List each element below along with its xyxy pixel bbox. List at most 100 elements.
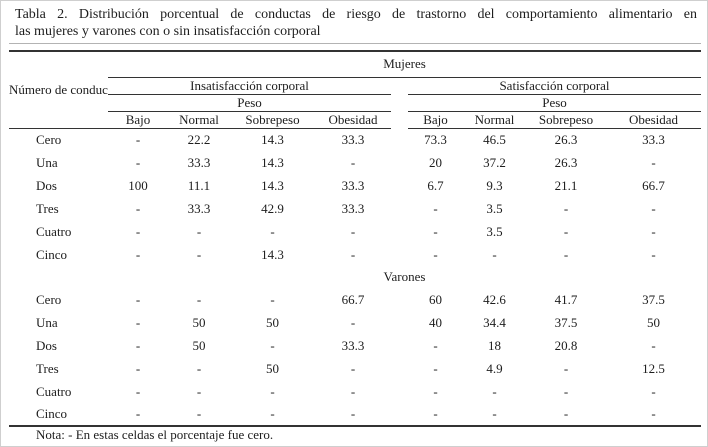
data-cell: 33.3 <box>642 131 665 147</box>
data-cell: 50 <box>647 314 660 330</box>
group-gap-spacer <box>391 77 408 94</box>
data-cell: 33.3 <box>187 200 211 216</box>
data-cell: - <box>433 223 438 239</box>
peso-header-right: Peso <box>408 94 701 112</box>
data-cell: - <box>433 337 438 353</box>
group-header-row: Insatisfacción corporal Satisfacción cor… <box>9 77 701 95</box>
table-note: Nota: - En estas celdas el porcentaje fu… <box>36 427 274 442</box>
table-title: Tabla 2. Distribución porcentual de cond… <box>15 6 697 40</box>
data-cell: - <box>270 337 275 353</box>
data-cell: - <box>433 200 438 216</box>
data-cell: - <box>168 403 230 427</box>
data-cell: 40 <box>429 314 442 330</box>
data-cell: - <box>135 200 141 216</box>
table-row: Tres - 33.3 42.9 33.3 - 3.5 - - <box>9 197 701 220</box>
table-row: Tres - - 50 - - 4.9 - 12.5 <box>9 357 701 380</box>
data-cell: 100 <box>128 177 148 193</box>
gap-cell <box>391 243 408 266</box>
col-header-bajo-right: Bajo <box>408 111 463 129</box>
col-header-normal-left: Normal <box>168 111 230 129</box>
data-cell: 3.5 <box>486 200 503 216</box>
sex-header-varones: Varones <box>383 269 426 284</box>
data-cell: - <box>651 337 656 353</box>
table-title-line2: las mujeres y varones con o sin insatisf… <box>15 24 321 39</box>
col-header-bajo-left: Bajo <box>108 111 168 129</box>
data-cell: 20 <box>429 154 442 170</box>
data-cell: 41.7 <box>554 291 578 307</box>
row-label: Tres <box>36 360 59 376</box>
data-cell: - <box>433 383 438 399</box>
data-cell: - <box>606 403 701 427</box>
distribution-table: Número de conductas Mujeres Insatisfacci… <box>9 50 701 427</box>
gap-cell <box>391 174 408 197</box>
data-cell: - <box>315 403 391 427</box>
row-label: Cero <box>36 131 62 147</box>
row-label: Una <box>36 314 58 330</box>
data-cell: - <box>350 246 356 262</box>
data-cell: - <box>230 403 315 427</box>
data-cell: - <box>350 154 356 170</box>
data-cell: 33.3 <box>341 177 365 193</box>
data-cell: - <box>651 246 656 262</box>
data-cell: - <box>196 383 202 399</box>
table-row: Dos - 50 - 33.3 - 18 20.8 - <box>9 334 701 357</box>
data-cell: 26.3 <box>554 154 578 170</box>
header-gap-spacer <box>391 111 408 128</box>
data-cell: 12.5 <box>642 360 665 376</box>
data-cell: 14.3 <box>261 131 284 147</box>
data-cell: 37.2 <box>483 154 506 170</box>
data-cell: 20.8 <box>554 337 578 353</box>
data-cell: - <box>651 154 656 170</box>
gap-cell <box>391 334 408 357</box>
data-cell: - <box>563 360 569 376</box>
data-cell: - <box>135 383 141 399</box>
gap-cell <box>391 380 408 403</box>
row-label: Tres <box>36 200 59 216</box>
gap-cell <box>391 197 408 220</box>
data-cell: - <box>196 360 202 376</box>
data-cell: 42.9 <box>261 200 284 216</box>
sex-header-row: Varones <box>9 266 701 288</box>
data-cell: - <box>350 360 356 376</box>
data-cell: - <box>135 337 141 353</box>
data-cell: 60 <box>429 291 442 307</box>
data-cell: - <box>270 291 275 307</box>
data-cell: - <box>270 383 275 399</box>
data-cell: 66.7 <box>642 177 665 193</box>
data-cell: 37.5 <box>554 314 578 330</box>
data-cell: - <box>135 223 141 239</box>
data-cell: 21.1 <box>554 177 578 193</box>
data-cell: - <box>651 200 656 216</box>
data-cell: - <box>463 403 526 427</box>
empty-cell <box>9 266 108 288</box>
table-title-line1: Tabla 2. Distribución porcentual de cond… <box>15 7 697 22</box>
data-cell: 14.3 <box>261 246 284 262</box>
data-cell: 42.6 <box>483 291 506 307</box>
data-cell: 34.4 <box>483 314 506 330</box>
data-cell: 50 <box>192 337 206 353</box>
gap-cell <box>391 151 408 174</box>
data-cell: 33.3 <box>341 131 365 147</box>
data-cell: - <box>563 223 569 239</box>
row-label-header: Número de conductas <box>9 50 108 129</box>
data-cell: - <box>408 403 463 427</box>
data-cell: - <box>196 223 202 239</box>
data-cell: 26.3 <box>554 131 578 147</box>
data-cell: - <box>563 246 569 262</box>
data-cell: 33.3 <box>341 200 365 216</box>
table-row: Una - 33.3 14.3 - 20 37.2 26.3 - <box>9 151 701 174</box>
row-label: Cuatro <box>36 223 72 239</box>
data-cell: - <box>526 403 606 427</box>
row-label: Dos <box>36 337 57 353</box>
row-label: Cinco <box>9 403 108 427</box>
peso-gap-spacer <box>391 94 408 111</box>
data-cell: 9.3 <box>486 177 503 193</box>
data-cell: - <box>433 360 438 376</box>
data-cell: - <box>651 223 656 239</box>
col-header-obesidad-left: Obesidad <box>315 111 391 129</box>
data-cell: 33.3 <box>187 154 211 170</box>
gap-cell <box>391 403 408 427</box>
data-cell: 50 <box>266 314 279 330</box>
data-cell: - <box>563 200 569 216</box>
